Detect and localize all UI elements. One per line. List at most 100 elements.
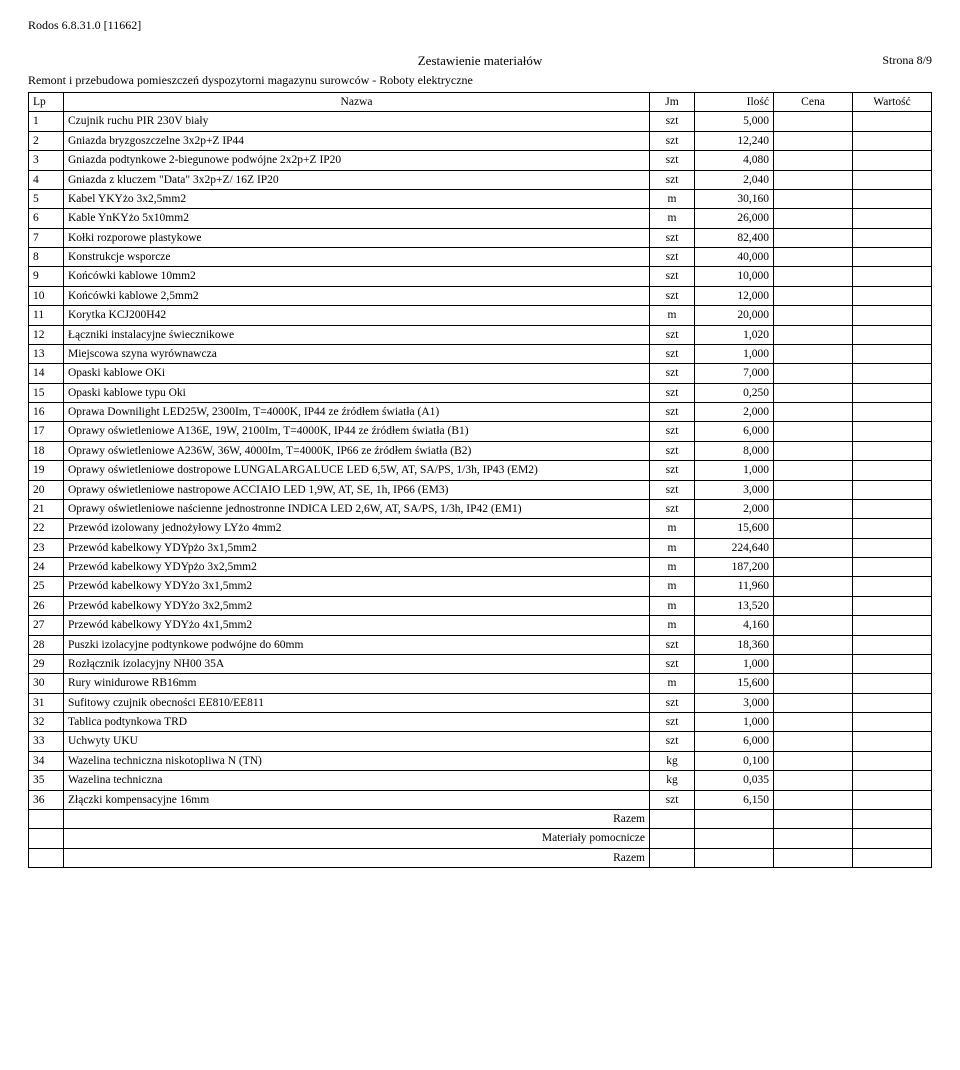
- cell-jm: kg: [650, 771, 695, 790]
- table-row: 15Opaski kablowe typu Okiszt0,250: [29, 383, 932, 402]
- cell-lp: 6: [29, 209, 64, 228]
- cell-il: 1,020: [695, 325, 774, 344]
- cell-name: Kabel YKYżo 3x2,5mm2: [64, 189, 650, 208]
- table-row: 25Przewód kabelkowy YDYżo 3x1,5mm2m11,96…: [29, 577, 932, 596]
- cell-il: 1,000: [695, 461, 774, 480]
- cell-wart: [853, 344, 932, 363]
- cell-wart: [853, 480, 932, 499]
- cell-name: Złączki kompensacyjne 16mm: [64, 790, 650, 809]
- cell-jm: szt: [650, 693, 695, 712]
- page-subtitle: Remont i przebudowa pomieszczeń dyspozyt…: [28, 73, 932, 88]
- cell-il: 6,000: [695, 732, 774, 751]
- cell-lp: 14: [29, 364, 64, 383]
- cell-jm: m: [650, 306, 695, 325]
- page-title: Zestawienie materiałów: [28, 53, 932, 69]
- table-row: 7Kołki rozporowe plastykoweszt82,400: [29, 228, 932, 247]
- table-row: 34Wazelina techniczna niskotopliwa N (TN…: [29, 751, 932, 770]
- cell-wart: [853, 713, 932, 732]
- cell-lp: 34: [29, 751, 64, 770]
- cell-name: Opaski kablowe OKi: [64, 364, 650, 383]
- cell-jm: szt: [650, 403, 695, 422]
- cell-il: 2,000: [695, 403, 774, 422]
- cell-wart: [853, 228, 932, 247]
- cell-il: 30,160: [695, 189, 774, 208]
- cell-lp: 13: [29, 344, 64, 363]
- cell-jm: m: [650, 674, 695, 693]
- cell-jm: szt: [650, 344, 695, 363]
- cell-jm: szt: [650, 267, 695, 286]
- cell-lp: 23: [29, 538, 64, 557]
- cell-il: 12,240: [695, 131, 774, 150]
- cell-cena: [774, 441, 853, 460]
- cell-lp: 28: [29, 635, 64, 654]
- cell-cena: [774, 577, 853, 596]
- cell-wart: [853, 170, 932, 189]
- cell-cena: [774, 480, 853, 499]
- cell-jm: szt: [650, 131, 695, 150]
- cell-cena: [774, 519, 853, 538]
- cell-cena: [774, 325, 853, 344]
- cell-lp: 17: [29, 422, 64, 441]
- cell-lp: 15: [29, 383, 64, 402]
- cell-cena: [774, 364, 853, 383]
- cell-il: 2,000: [695, 499, 774, 518]
- cell-wart: [853, 732, 932, 751]
- cell-il: 7,000: [695, 364, 774, 383]
- cell-lp: [29, 829, 64, 848]
- cell-lp: 22: [29, 519, 64, 538]
- cell-wart: [853, 654, 932, 673]
- table-row: 29Rozłącznik izolacyjny NH00 35Aszt1,000: [29, 654, 932, 673]
- materials-table: Lp Nazwa Jm Ilość Cena Wartość 1Czujnik …: [28, 92, 932, 868]
- cell-lp: 10: [29, 286, 64, 305]
- cell-jm: m: [650, 616, 695, 635]
- cell-jm: m: [650, 596, 695, 615]
- cell-jm: m: [650, 189, 695, 208]
- cell-wart: [853, 538, 932, 557]
- cell-name: Gniazda podtynkowe 2-biegunowe podwójne …: [64, 151, 650, 170]
- table-row: 12Łączniki instalacyjne świecznikoweszt1…: [29, 325, 932, 344]
- table-row: 21Oprawy oświetleniowe naścienne jednost…: [29, 499, 932, 518]
- cell-il: 13,520: [695, 596, 774, 615]
- cell-lp: 7: [29, 228, 64, 247]
- cell-wart: [853, 364, 932, 383]
- cell-il: 18,360: [695, 635, 774, 654]
- cell-jm: szt: [650, 654, 695, 673]
- table-row: 9Końcówki kablowe 10mm2szt10,000: [29, 267, 932, 286]
- table-row: 14Opaski kablowe OKiszt7,000: [29, 364, 932, 383]
- cell-name: Końcówki kablowe 2,5mm2: [64, 286, 650, 305]
- cell-cena: [774, 461, 853, 480]
- cell-il: 15,600: [695, 519, 774, 538]
- cell-jm: szt: [650, 461, 695, 480]
- table-row: 23Przewód kabelkowy YDYpżo 3x1,5mm2m224,…: [29, 538, 932, 557]
- cell-name: Oprawy oświetleniowe nastropowe ACCIAIO …: [64, 480, 650, 499]
- summary-row: Razem: [29, 848, 932, 867]
- cell-wart: [853, 112, 932, 131]
- cell-name: Gniazda bryzgoszczelne 3x2p+Z IP44: [64, 131, 650, 150]
- cell-wart: [853, 422, 932, 441]
- cell-wart: [853, 461, 932, 480]
- cell-name: Przewód kabelkowy YDYżo 3x2,5mm2: [64, 596, 650, 615]
- cell-wart: [853, 151, 932, 170]
- table-header-row: Lp Nazwa Jm Ilość Cena Wartość: [29, 93, 932, 112]
- col-wart: Wartość: [853, 93, 932, 112]
- cell-cena: [774, 344, 853, 363]
- cell-name: Przewód izolowany jednożyłowy LYżo 4mm2: [64, 519, 650, 538]
- cell-name: Oprawy oświetleniowe naścienne jednostro…: [64, 499, 650, 518]
- col-jm: Jm: [650, 93, 695, 112]
- cell-il: 1,000: [695, 713, 774, 732]
- cell-cena: [774, 596, 853, 615]
- cell-jm: szt: [650, 790, 695, 809]
- cell-il: 3,000: [695, 693, 774, 712]
- table-row: 28Puszki izolacyjne podtynkowe podwójne …: [29, 635, 932, 654]
- cell-wart: [853, 441, 932, 460]
- cell-cena: [774, 286, 853, 305]
- cell-lp: 30: [29, 674, 64, 693]
- cell-name: Końcówki kablowe 10mm2: [64, 267, 650, 286]
- cell-il: 15,600: [695, 674, 774, 693]
- cell-lp: 25: [29, 577, 64, 596]
- table-row: 19Oprawy oświetleniowe dostropowe LUNGAL…: [29, 461, 932, 480]
- cell-lp: 19: [29, 461, 64, 480]
- cell-jm: szt: [650, 383, 695, 402]
- cell-il: 4,160: [695, 616, 774, 635]
- cell-jm: m: [650, 558, 695, 577]
